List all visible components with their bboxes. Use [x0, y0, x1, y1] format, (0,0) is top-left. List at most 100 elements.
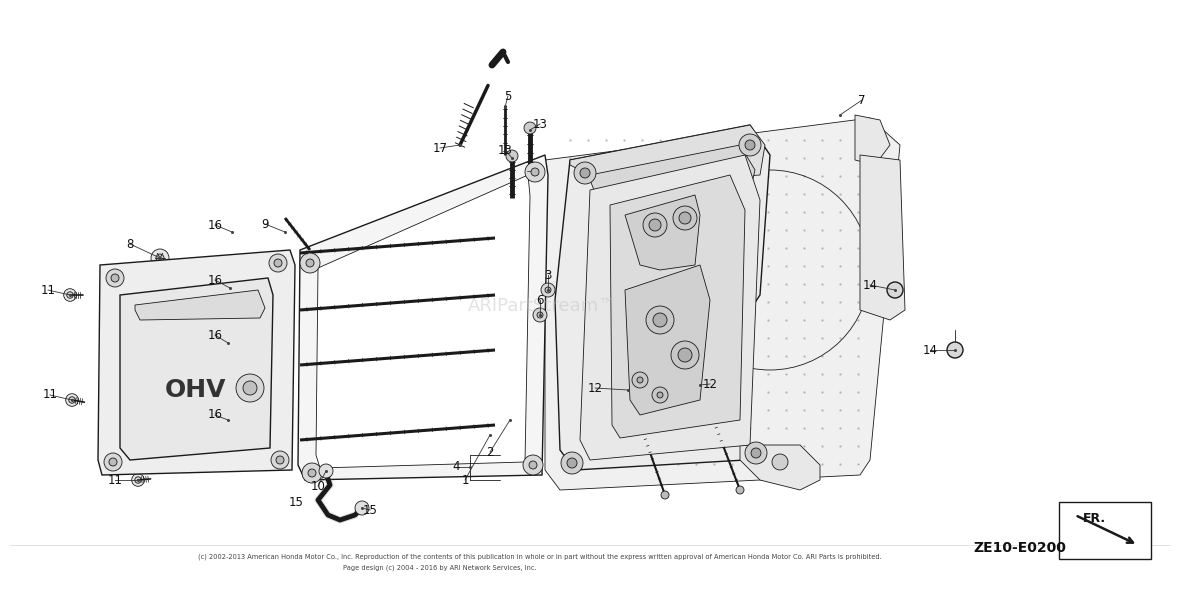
Circle shape [653, 387, 668, 403]
Circle shape [104, 453, 122, 471]
Circle shape [624, 386, 632, 394]
Text: 8: 8 [126, 237, 133, 250]
Circle shape [306, 259, 314, 267]
Text: 9: 9 [261, 217, 269, 230]
Polygon shape [581, 155, 760, 460]
Text: 3: 3 [544, 269, 552, 282]
Text: 16: 16 [208, 273, 223, 286]
Circle shape [545, 287, 551, 293]
Text: 16: 16 [208, 219, 223, 231]
Circle shape [533, 308, 548, 322]
Text: 12: 12 [588, 382, 603, 395]
Circle shape [243, 381, 257, 395]
Circle shape [68, 397, 76, 403]
Text: 10: 10 [310, 479, 326, 492]
Text: 13: 13 [532, 117, 548, 131]
Text: 11: 11 [42, 389, 58, 402]
Circle shape [531, 168, 539, 176]
Text: 7: 7 [858, 94, 866, 107]
Polygon shape [860, 155, 905, 320]
Polygon shape [555, 125, 771, 470]
Circle shape [637, 377, 643, 383]
Circle shape [750, 448, 761, 458]
Circle shape [319, 464, 333, 478]
Circle shape [632, 372, 648, 388]
Circle shape [657, 392, 663, 398]
Circle shape [673, 206, 697, 230]
Polygon shape [316, 175, 530, 468]
Circle shape [948, 342, 963, 358]
Circle shape [643, 213, 667, 237]
Circle shape [300, 253, 320, 273]
Text: 15: 15 [289, 497, 303, 509]
Circle shape [64, 289, 77, 302]
Circle shape [524, 122, 536, 134]
Circle shape [111, 274, 119, 282]
Circle shape [887, 282, 903, 298]
Polygon shape [120, 278, 273, 460]
Text: ZE10-E0200: ZE10-E0200 [974, 541, 1067, 555]
Circle shape [67, 292, 73, 298]
Circle shape [696, 381, 704, 389]
Circle shape [308, 469, 316, 477]
Circle shape [653, 313, 667, 327]
Circle shape [645, 306, 674, 334]
Text: 12: 12 [702, 378, 717, 391]
Circle shape [506, 150, 518, 162]
Text: FR.: FR. [1083, 511, 1106, 524]
Text: 14: 14 [863, 279, 878, 292]
Text: 11: 11 [107, 474, 123, 487]
Text: 1: 1 [461, 474, 468, 487]
Circle shape [678, 348, 691, 362]
Circle shape [302, 463, 322, 483]
Text: 16: 16 [208, 409, 223, 422]
Circle shape [355, 501, 369, 515]
Text: (c) 2002-2013 American Honda Motor Co., Inc. Reproduction of the contents of thi: (c) 2002-2013 American Honda Motor Co., … [198, 554, 881, 560]
Circle shape [269, 254, 287, 272]
Polygon shape [590, 145, 755, 210]
Text: ARIPartStream™: ARIPartStream™ [468, 297, 617, 315]
Circle shape [540, 283, 555, 297]
FancyBboxPatch shape [1058, 502, 1150, 559]
Polygon shape [98, 250, 295, 475]
Circle shape [661, 491, 669, 499]
Polygon shape [570, 125, 765, 185]
Circle shape [745, 140, 755, 150]
Circle shape [66, 393, 78, 406]
Circle shape [772, 454, 788, 470]
Text: 15: 15 [362, 504, 378, 517]
Text: 5: 5 [504, 90, 512, 102]
Circle shape [573, 162, 596, 184]
Text: 4: 4 [452, 461, 460, 474]
Polygon shape [740, 445, 820, 490]
Circle shape [151, 249, 169, 267]
Text: 17: 17 [433, 141, 447, 154]
Polygon shape [625, 195, 700, 270]
Circle shape [581, 168, 590, 178]
Text: Page design (c) 2004 - 2016 by ARI Network Services, Inc.: Page design (c) 2004 - 2016 by ARI Netwo… [343, 565, 537, 571]
Polygon shape [610, 175, 745, 438]
Circle shape [525, 162, 545, 182]
Polygon shape [545, 118, 900, 490]
Text: OHV: OHV [164, 378, 225, 402]
Circle shape [132, 474, 144, 487]
Circle shape [537, 312, 543, 318]
Circle shape [678, 212, 691, 224]
Polygon shape [299, 155, 548, 480]
Polygon shape [625, 265, 710, 415]
Circle shape [529, 461, 537, 469]
Polygon shape [135, 290, 266, 320]
Text: 6: 6 [536, 293, 544, 306]
Circle shape [106, 269, 124, 287]
Text: 13: 13 [498, 144, 512, 157]
Circle shape [271, 451, 289, 469]
Text: 11: 11 [40, 283, 55, 296]
Text: 16: 16 [208, 329, 223, 342]
Circle shape [649, 219, 661, 231]
Circle shape [135, 477, 142, 483]
Circle shape [568, 458, 577, 468]
Circle shape [671, 341, 699, 369]
Text: 2: 2 [486, 445, 493, 458]
Circle shape [560, 452, 583, 474]
Circle shape [739, 134, 761, 156]
